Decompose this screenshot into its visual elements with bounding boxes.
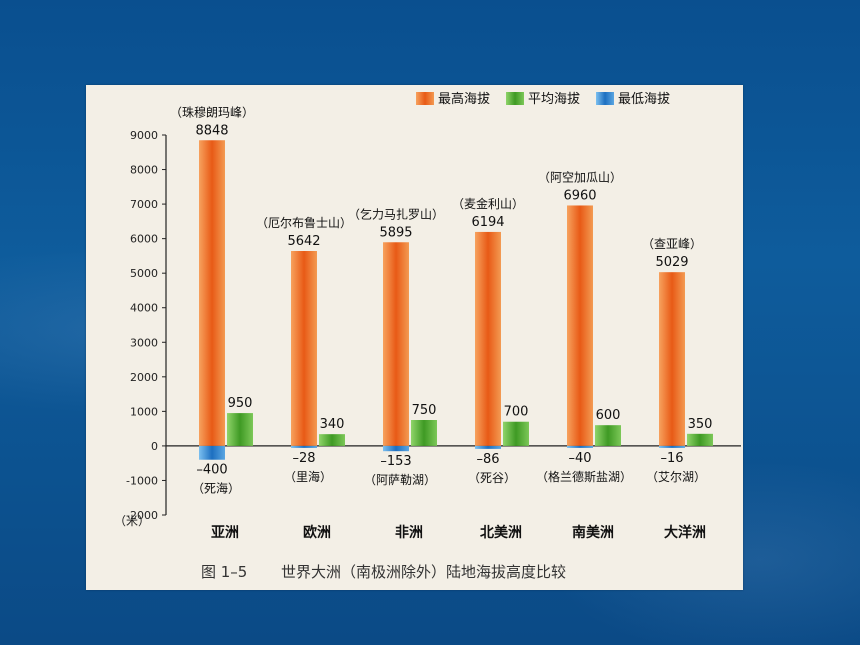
legend-swatch [596,92,614,105]
low-point-name-label: （格兰德斯盐湖） [536,469,632,484]
low-point-name-label: （死海） [192,481,240,496]
chart-photo: -2000 -1000 0 1000 2000 3000 4000 5000 6000 7000 8… [86,85,743,590]
value-label-average: 340 [320,417,345,432]
elevation-chart: -2000 -1000 0 1000 2000 3000 4000 5000 6000 7000 8… [114,91,741,581]
y-tick-label: 7000 [130,198,158,211]
value-label-average: 600 [596,408,621,423]
y-tick-label: -2000 [126,509,158,522]
low-point-name-label: （死谷） [468,471,516,485]
bar-lowest [659,445,685,448]
category-label: 欧洲 [303,524,331,541]
value-label-highest: 8848 [195,123,228,138]
category-label: 北美洲 [480,524,522,541]
value-label-lowest: –28 [292,451,315,466]
chart-caption: 世界大洲（南极洲除外）陆地海拔高度比较 [281,563,566,581]
unit-label: （米） [114,514,150,528]
legend-label: 最低海拔 [618,92,670,107]
bar-highest [567,205,593,446]
low-point-name-label: （里海） [284,469,332,484]
caption-prefix: 图 1–5 [201,563,247,581]
y-tick-label: 0 [151,440,158,453]
bar-average [595,425,621,446]
value-label-highest: 6960 [563,188,596,203]
peak-name-label: （查亚峰） [642,237,702,251]
category-label: 亚洲 [211,525,239,541]
bar-lowest [475,445,501,449]
y-tick-label: 1000 [130,405,158,418]
y-tick-label: 5000 [130,267,158,280]
bar-highest [199,140,225,446]
peak-name-label: （麦金利山） [452,196,524,211]
category-label: 南美洲 [572,524,614,541]
value-label-highest: 5642 [287,234,320,249]
bar-lowest [199,445,225,460]
value-label-average: 750 [412,403,437,418]
bar-highest [475,231,501,446]
bar-highest [291,251,317,446]
category-label: 非洲 [395,524,423,541]
legend-swatch [506,92,524,105]
peak-name-label: （乞力马扎罗山） [348,207,444,221]
value-label-lowest: –86 [476,452,499,467]
bar-average [411,420,437,446]
bar-lowest [567,445,593,448]
value-label-lowest: –153 [380,454,411,469]
bar-highest [659,272,685,446]
value-label-average: 350 [688,417,713,432]
value-label-lowest: –400 [196,463,227,478]
value-label-average: 950 [228,396,253,411]
y-tick-label: 4000 [130,302,158,315]
value-label-highest: 5895 [379,225,412,240]
bar-average [319,434,345,446]
bar-lowest [291,445,317,448]
y-tick-label: 8000 [130,164,158,177]
low-point-name-label: （阿萨勒湖） [364,472,436,487]
low-point-name-label: （艾尔湖） [646,469,706,484]
bar-average [503,421,529,446]
y-tick-label: 6000 [130,233,158,246]
legend-label: 平均海拔 [528,92,580,107]
y-tick-label: 2000 [130,371,158,384]
y-tick-label: 9000 [130,129,158,142]
legend-label: 最高海拔 [438,91,490,107]
bar-average [687,433,713,446]
y-tick-label: -1000 [126,474,158,487]
peak-name-label: （厄尔布鲁士山） [256,215,352,230]
value-label-lowest: –40 [568,451,591,466]
bar-highest [383,242,409,446]
y-tick-label: 3000 [130,336,158,349]
bar-lowest [383,445,409,452]
legend-swatch [416,92,434,105]
value-label-average: 700 [504,405,529,420]
bar-average [227,413,253,446]
value-label-lowest: –16 [660,451,683,466]
value-label-highest: 5029 [655,255,688,270]
category-label: 大洋洲 [664,524,706,541]
peak-name-label: （珠穆朗玛峰） [170,104,254,119]
peak-name-label: （阿空加瓜山） [538,170,622,184]
value-label-highest: 6194 [471,215,504,230]
